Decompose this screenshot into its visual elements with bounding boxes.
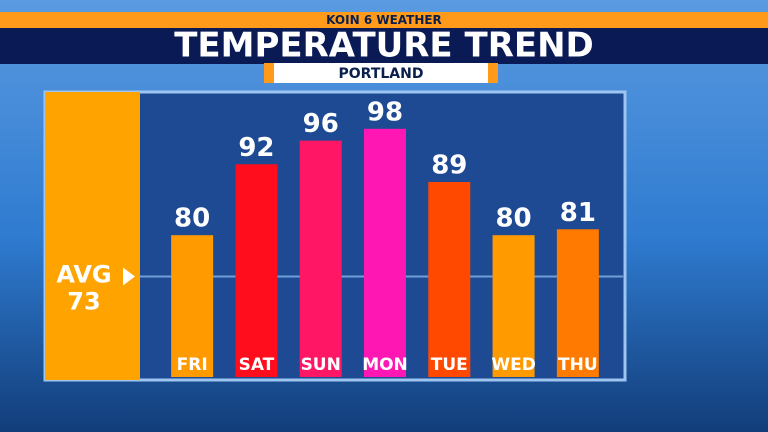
bar <box>364 128 406 377</box>
bar <box>556 229 599 377</box>
value-label: 89 <box>431 151 467 181</box>
title-band <box>0 28 768 64</box>
value-label: 81 <box>560 198 596 228</box>
header-band <box>0 12 768 28</box>
x-tick-label: FRI <box>177 355 208 375</box>
value-label: 98 <box>367 97 403 127</box>
bar <box>299 140 342 377</box>
x-tick-label: TUE <box>431 355 468 375</box>
subtitle: PORTLAND <box>339 66 424 82</box>
value-label: 80 <box>495 204 531 234</box>
bar <box>171 235 214 377</box>
bar <box>235 164 278 377</box>
x-tick-label: THU <box>558 355 598 375</box>
chart-title: TEMPERATURE TREND <box>174 26 594 66</box>
value-label: 92 <box>238 133 274 163</box>
value-label: 96 <box>303 109 339 139</box>
average-column <box>45 92 140 380</box>
x-tick-label: MON <box>362 355 408 375</box>
subtitle-box <box>274 63 488 83</box>
x-tick-label: SUN <box>301 355 341 375</box>
average-arrow <box>123 267 135 286</box>
average-value: 73 <box>67 288 100 316</box>
bar <box>428 182 471 377</box>
bar <box>492 235 535 377</box>
x-tick-label: WED <box>491 355 535 375</box>
value-label: 80 <box>174 204 210 234</box>
x-tick-label: SAT <box>239 355 275 375</box>
header: KOIN 6 WEATHER <box>326 13 442 27</box>
average-label: AVG <box>56 261 111 289</box>
